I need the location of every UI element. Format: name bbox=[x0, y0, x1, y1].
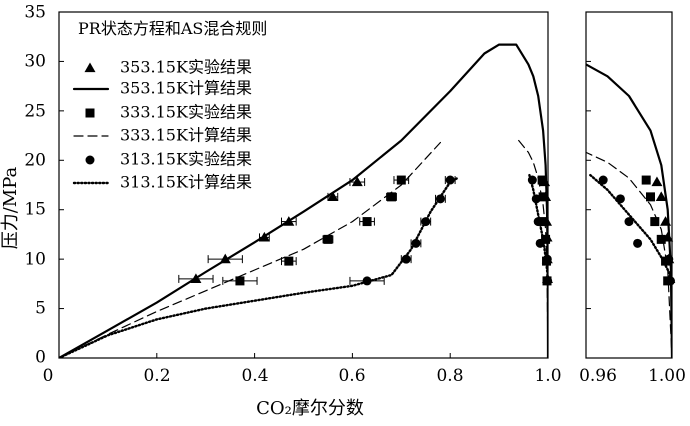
inset-point-circle bbox=[624, 217, 634, 227]
main-point-triangle bbox=[351, 176, 363, 187]
inset-point-circle bbox=[615, 194, 625, 204]
y-tick-label: 20 bbox=[24, 151, 46, 171]
main-point-square bbox=[235, 276, 245, 286]
x-tick-label: 0.8 bbox=[436, 366, 463, 386]
main-point-triangle bbox=[219, 253, 231, 264]
main-point-triangle bbox=[190, 273, 202, 284]
y-axis-title: 压力/MPa bbox=[0, 166, 21, 249]
inset-point-square bbox=[646, 192, 655, 202]
legend-triangle-marker bbox=[84, 62, 96, 73]
main-point-square bbox=[396, 175, 406, 185]
main-point-triangle bbox=[283, 216, 295, 226]
legend-label: 333.15K计算结果 bbox=[120, 126, 252, 145]
inset-curve-dashed bbox=[586, 151, 672, 358]
main-point-circle bbox=[542, 254, 552, 264]
legend-label: 353.15K实验结果 bbox=[120, 58, 252, 77]
inset-point-triangle bbox=[655, 191, 667, 201]
main-point-circle bbox=[527, 175, 537, 185]
axes-frame-group bbox=[58, 11, 673, 359]
main-point-circle bbox=[421, 217, 431, 227]
legend-title: PR状态方程和AS混合规则 bbox=[78, 19, 267, 38]
y-tick-label: 5 bbox=[35, 299, 46, 319]
x-tick-label: 1.0 bbox=[534, 366, 561, 386]
x-tick-label: 0.6 bbox=[338, 366, 365, 386]
inset-axes-frame bbox=[585, 11, 673, 359]
main-point-circle bbox=[401, 254, 411, 264]
inset-point-circle bbox=[665, 276, 675, 286]
inset-point-circle bbox=[598, 175, 608, 185]
main-point-square bbox=[362, 217, 372, 227]
x-axis-title: CO₂摩尔分数 bbox=[256, 398, 364, 419]
x-tick-label: 0.2 bbox=[143, 366, 170, 386]
main-point-square bbox=[539, 217, 549, 227]
main-point-circle bbox=[535, 238, 545, 248]
y-tick-label: 10 bbox=[24, 250, 46, 270]
inset-point-square bbox=[641, 175, 651, 185]
main-point-square bbox=[387, 192, 397, 202]
y-tick-label: 25 bbox=[24, 102, 46, 122]
main-axes-frame bbox=[58, 11, 549, 359]
x-tick-label: 0.4 bbox=[241, 366, 268, 386]
main-point-square bbox=[541, 234, 551, 244]
main-curve-solid bbox=[59, 43, 548, 358]
inset-curve-dotted bbox=[589, 173, 672, 286]
legend-keys-group bbox=[72, 62, 110, 185]
legend-circle-marker bbox=[85, 155, 95, 165]
inset-curve-solid bbox=[586, 63, 672, 358]
y-tick-label: 0 bbox=[35, 348, 46, 368]
main-curve-dotted bbox=[59, 173, 548, 358]
experimental-points-group bbox=[190, 175, 676, 286]
inset-x-tick-label: 1.00 bbox=[648, 366, 686, 386]
inset-point-circle bbox=[664, 254, 674, 264]
main-point-square bbox=[537, 175, 547, 185]
y-tick-label: 15 bbox=[24, 200, 46, 220]
main-point-circle bbox=[411, 238, 421, 248]
main-point-triangle bbox=[258, 231, 270, 242]
y-tick-label: 30 bbox=[24, 52, 46, 72]
legend-label: 333.15K实验结果 bbox=[120, 103, 252, 122]
main-point-circle bbox=[435, 194, 445, 204]
legend-label: 313.15K实验结果 bbox=[120, 150, 252, 169]
main-point-square bbox=[284, 256, 294, 266]
y-tick-label: 35 bbox=[24, 3, 46, 23]
inset-point-square bbox=[656, 234, 666, 244]
inset-point-triangle bbox=[660, 216, 672, 226]
legend-square-marker bbox=[85, 108, 95, 118]
inset-point-square bbox=[650, 217, 660, 227]
legend-label: 353.15K计算结果 bbox=[120, 79, 252, 98]
legend-label: 313.15K计算结果 bbox=[120, 173, 252, 192]
main-point-circle bbox=[362, 276, 372, 286]
main-point-circle bbox=[533, 217, 543, 227]
main-point-triangle bbox=[327, 191, 339, 201]
main-point-square bbox=[538, 192, 548, 202]
ticks-group bbox=[59, 11, 591, 359]
main-point-square bbox=[323, 234, 333, 244]
main-point-circle bbox=[531, 194, 541, 204]
error-bars-group bbox=[178, 176, 456, 285]
inset-point-triangle bbox=[651, 176, 663, 187]
inset-point-circle bbox=[633, 238, 643, 248]
main-point-circle bbox=[445, 175, 455, 185]
calculated-curves-group bbox=[59, 43, 672, 358]
x-origin-label: 0 bbox=[43, 366, 54, 386]
inset-x-tick-label: 0.96 bbox=[579, 366, 617, 386]
